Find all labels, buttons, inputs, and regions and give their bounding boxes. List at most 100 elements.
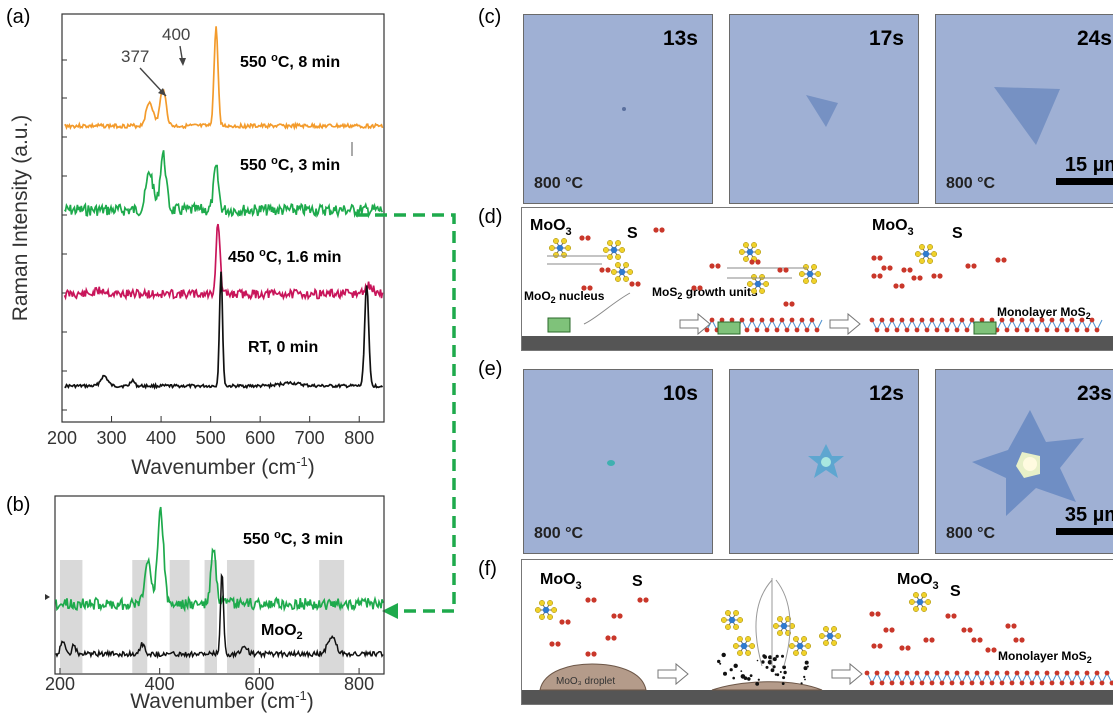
moo2-reference-band <box>169 560 190 673</box>
sulfur-pair <box>883 627 895 633</box>
scale-bar <box>1056 178 1113 185</box>
sulfur-pair <box>1005 623 1017 629</box>
f-sulfur-dots <box>549 597 1025 657</box>
splash-particle <box>757 678 760 681</box>
splash-particle <box>733 663 738 668</box>
moo3-molecule <box>534 600 558 620</box>
mos2-lattice-chain <box>864 670 1113 686</box>
micrograph-e-10s: 10s 800 °C <box>523 369 713 554</box>
spectrum-550c-3min <box>63 150 384 219</box>
schematic-d: MoO3 S MoO3 S MoO2 nucleus MoS2 growth u… <box>521 207 1113 351</box>
plot-a-ylabel: Raman Intensity (a.u.) <box>9 115 32 322</box>
sulfur-pair <box>899 645 911 651</box>
small-triangle-flake <box>806 95 838 127</box>
scale-bar <box>1056 528 1113 535</box>
splash-particle <box>783 670 787 675</box>
splash-particle <box>804 660 809 665</box>
raman-spectra-plot-a: 200 300 400 500 600 700 800 Raman Intensity (a… <box>9 13 385 479</box>
plot-a-xtick-label: 600 <box>245 428 275 448</box>
plot-a-xtick-label: 400 <box>146 428 176 448</box>
nucleus-block-3 <box>973 321 997 335</box>
monolayer-label: Monolayer MoS2 <box>997 305 1091 321</box>
nucleus-label: MoO2 nucleus <box>524 289 605 305</box>
splash-particle <box>772 657 777 662</box>
scale-bar-label: 35 µm <box>1064 504 1113 526</box>
scale-bar-label: 15 µm <box>1064 154 1113 176</box>
sulfur-pair <box>923 637 935 643</box>
time-label: 10s <box>662 382 698 405</box>
plot-b-xtick-label: 600 <box>244 674 274 694</box>
moo3-molecule <box>548 238 572 258</box>
panel-label-e: (e) <box>478 358 503 380</box>
plot-b-frame <box>54 495 385 675</box>
splash-particle <box>776 673 780 677</box>
f-molecules <box>534 592 932 656</box>
sulfur-pair <box>881 265 893 271</box>
sulfur-pair <box>871 273 883 279</box>
plot-b-label-550-3: 550 oC, 3 min <box>243 529 343 548</box>
sulfur-pair <box>871 255 883 261</box>
moo3-molecule <box>738 242 762 262</box>
splash-particle <box>775 654 779 658</box>
s-label: S <box>627 225 638 242</box>
ascent-arrow-3 <box>775 579 791 667</box>
sulfur-pair <box>579 235 591 241</box>
moo2-reference-band <box>204 560 218 673</box>
s-label-right: S <box>950 583 961 600</box>
moo3-label-right: MoO3 <box>897 571 939 592</box>
sulfur-pair <box>961 627 973 633</box>
moo3-label: MoO3 <box>540 571 582 592</box>
panel-label-d: (d) <box>478 206 503 228</box>
peak-arrow-400-head <box>179 58 186 66</box>
sulfur-pair <box>585 597 597 603</box>
moo3-molecule <box>602 240 626 260</box>
nucleus-dot <box>622 107 626 111</box>
sulfur-pair <box>871 643 883 649</box>
plot-b-xlabel: Wavenumber (cm-1) <box>130 688 314 713</box>
splash-particle <box>729 668 733 672</box>
splash-particle <box>804 678 806 681</box>
plot-a-xtick-label: 500 <box>196 428 226 448</box>
sulfur-pair <box>709 263 721 269</box>
droplet <box>539 663 647 691</box>
plot-a-xtick-label: 200 <box>47 428 77 448</box>
d-molecules <box>547 238 938 294</box>
sulfur-pair <box>893 283 905 289</box>
spectrum-b-550c-3min <box>55 506 384 613</box>
splash-particle <box>782 665 786 670</box>
splash-particle <box>762 654 766 658</box>
plot-b-curves <box>55 506 384 660</box>
micrograph-c-24s: 24s 800 °C 15 µm <box>935 14 1113 204</box>
micrograph-c-17s: 17s <box>729 14 919 204</box>
s-label: S <box>632 573 643 590</box>
nucleus-dot <box>607 460 615 466</box>
monolayer-label: Monolayer MoS2 <box>998 649 1092 665</box>
splash-particle <box>765 665 769 669</box>
plot-a-yticks <box>62 59 67 411</box>
temperature-label: 800 °C <box>534 525 584 542</box>
splash-particle <box>781 654 784 658</box>
plot-b-label-moo2: MoO2 <box>261 622 303 642</box>
f-mos2-chain <box>864 670 1113 686</box>
substrate <box>522 336 1113 350</box>
moo3-molecule <box>818 626 842 646</box>
curve-label-550-8: 550 oC, 8 min <box>240 52 340 71</box>
sulfur-pair <box>653 227 665 233</box>
panel-label-f: (f) <box>478 558 497 580</box>
splash-particle <box>768 655 773 660</box>
d-mos2-chains <box>699 317 1103 333</box>
time-label: 12s <box>868 382 904 405</box>
splash-particle <box>781 682 785 685</box>
plot-a-curves <box>63 26 384 390</box>
splash-particle <box>782 676 786 680</box>
splash-particle <box>756 659 759 662</box>
splash-particle <box>779 671 782 673</box>
sulfur-pair <box>629 281 641 287</box>
moo3-molecule <box>720 610 744 630</box>
splash-particle <box>761 660 765 664</box>
sulfur-pair <box>559 619 571 625</box>
spread-droplet <box>711 681 823 691</box>
schematic-f-drawing: MoO3 S MoO3 S Monolayer MoS2 MoO₃ drople… <box>522 571 1113 704</box>
sulfur-pair <box>1013 637 1025 643</box>
process-arrow-1 <box>657 662 689 686</box>
